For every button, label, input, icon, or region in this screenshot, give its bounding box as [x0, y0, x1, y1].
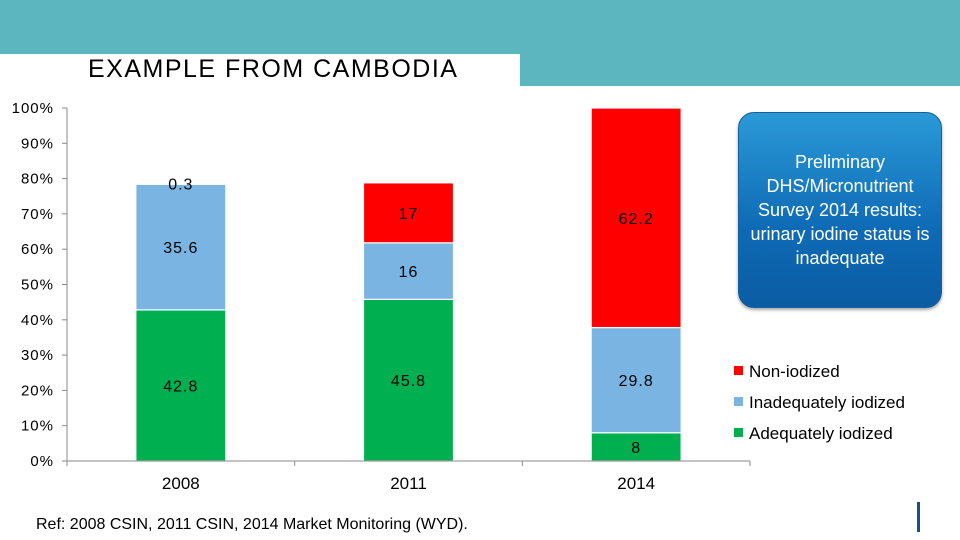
data-label: 45.8: [391, 373, 426, 390]
chart-legend: Non-iodized Inadequately iodized Adequatel…: [734, 360, 954, 453]
legend-swatch: [734, 366, 743, 375]
legend-swatch: [734, 428, 743, 437]
bar-non-iodized-2011: [362, 182, 455, 244]
data-label: 62.2: [619, 211, 654, 228]
y-tick-label: 60%: [21, 241, 54, 258]
legend-label: Adequately iodized: [749, 424, 893, 443]
data-label: 29.8: [619, 373, 654, 390]
data-label: 35.6: [163, 240, 198, 257]
bar-adequately-iodized-2008: [135, 309, 227, 462]
bar-non-iodized-2014: [590, 107, 682, 329]
category-label: 2014: [617, 474, 655, 493]
data-label: 8: [631, 440, 641, 457]
bar-inadequately-iodized-2008: [135, 183, 227, 311]
reference-text: Ref: 2008 CSIN, 2011 CSIN, 2014 Market M…: [36, 516, 468, 533]
bar-inadequately-iodized-2014: [590, 326, 682, 434]
slide-title: EXAMPLE FROM CAMBODIA: [0, 54, 520, 86]
category-label: 2008: [162, 474, 200, 493]
category-label: 2011: [390, 474, 427, 493]
y-tick-label: 10%: [21, 418, 54, 435]
legend-item: Non-iodized: [734, 360, 954, 391]
accent-bar: [917, 502, 920, 532]
survey-callout: Preliminary DHS/Micronutrient Survey 201…: [738, 112, 942, 308]
y-tick-label: 100%: [12, 100, 54, 117]
y-tick-label: 90%: [21, 135, 54, 152]
bar-non-iodized-2008: [135, 182, 227, 185]
data-label: 0.3: [168, 177, 193, 194]
y-tick-label: 40%: [21, 312, 54, 329]
legend-label: Inadequately iodized: [749, 393, 905, 412]
callout-text: Preliminary DHS/Micronutrient Survey 201…: [750, 152, 930, 268]
y-tick-label: 50%: [21, 277, 54, 294]
y-tick-label: 70%: [21, 206, 54, 223]
data-label: 42.8: [163, 378, 198, 395]
data-label: 17: [399, 206, 419, 223]
legend-item: Inadequately iodized: [734, 391, 954, 422]
bar-adequately-iodized-2011: [362, 298, 455, 462]
legend-swatch: [734, 397, 743, 406]
y-tick-label: 0%: [30, 453, 54, 470]
y-tick-label: 30%: [21, 347, 54, 364]
bar-inadequately-iodized-2011: [362, 242, 455, 300]
data-label: 16: [399, 264, 419, 281]
legend-item: Adequately iodized: [734, 422, 954, 453]
y-tick-label: 20%: [21, 382, 54, 399]
y-tick-label: 80%: [21, 171, 54, 188]
legend-label: Non-iodized: [749, 362, 840, 381]
